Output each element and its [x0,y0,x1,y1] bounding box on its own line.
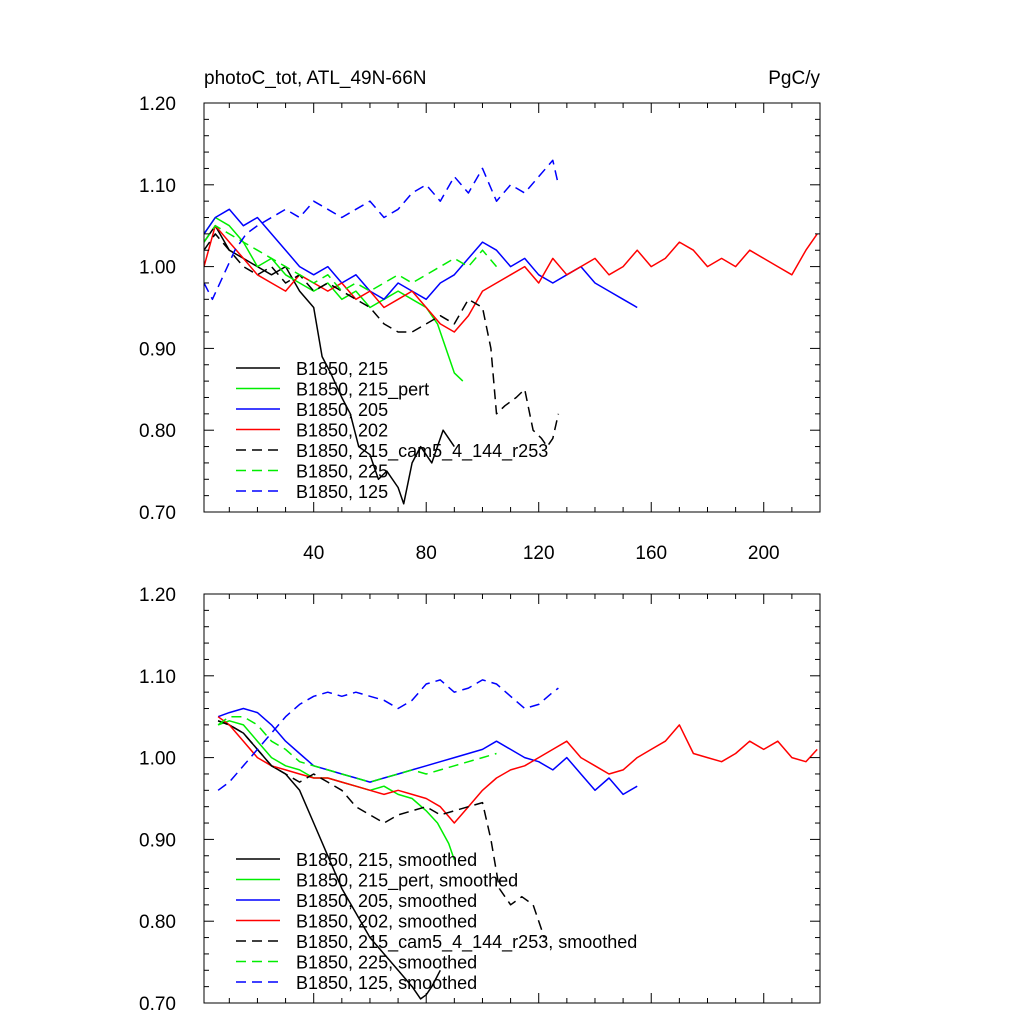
plot-frame [203,593,821,1004]
y-tick-label: 0.90 [139,830,176,851]
legend-label: B1850, 205 [296,400,388,420]
series-line-top-1 [204,216,464,382]
series-line-bottom-1 [217,720,456,861]
series-line-top-3 [204,224,818,333]
x-tick-label: 80 [416,543,437,564]
series-line-bottom-2 [217,707,638,796]
legend-label: B1850, 205, smoothed [296,891,477,911]
legend-label: B1850, 215_pert, smoothed [296,871,518,892]
series-line-top-5 [204,224,498,292]
legend-label: B1850, 215_pert [296,380,429,401]
legend-label: B1850, 215_cam5_4_144_r253 [296,441,548,462]
y-tick-label: 0.70 [139,994,176,1015]
legend-label: B1850, 225 [296,462,388,482]
legend-label: B1850, 202, smoothed [296,912,477,932]
series-line-top-2 [204,208,638,309]
x-tick-label: 120 [523,543,555,564]
legend-label: B1850, 215 [296,359,388,379]
x-tick-label: 40 [303,543,324,564]
legend-label: B1850, 225, smoothed [296,953,477,973]
y-tick-label: 1.00 [139,258,176,279]
series-line-top-0 [204,224,455,505]
legend-label: B1850, 215_cam5_4_144_r253, smoothed [296,932,637,953]
series-line-bottom-4 [217,720,546,938]
chart-units: PgC/y [768,68,820,89]
plot-frame [203,102,821,513]
y-tick-label: 0.90 [139,339,176,360]
y-tick-label: 1.10 [139,667,176,688]
y-tick-label: 0.80 [139,912,176,933]
series-line-bottom-3 [217,716,818,824]
bottom-panel: 0.70 0.80 0.90 1.00 1.10 1.20 B1850, 215, smoo… [139,585,821,1015]
y-tick-label: 1.10 [139,176,176,197]
x-tick-label: 200 [748,543,780,564]
legend-label: B1850, 125, smoothed [296,973,477,993]
x-tick-label: 160 [635,543,667,564]
y-tick-label: 1.20 [139,585,176,606]
chart-title: photoC_tot, ATL_49N-66N [204,68,427,89]
top-panel: 0.70 0.80 0.90 1.00 1.10 1.20 40 80 120 160 200 B18… [139,94,821,564]
series-line-bottom-5 [217,715,497,783]
legend-label: B1850, 125 [296,482,388,502]
y-tick-label: 1.20 [139,94,176,115]
series-line-top-6 [204,159,560,301]
series-line-bottom-6 [217,679,559,791]
y-tick-label: 1.00 [139,749,176,770]
y-tick-label: 0.80 [139,421,176,442]
y-tick-label: 0.70 [139,503,176,524]
legend-label: B1850, 202 [296,421,388,441]
legend-label: B1850, 215, smoothed [296,850,477,870]
